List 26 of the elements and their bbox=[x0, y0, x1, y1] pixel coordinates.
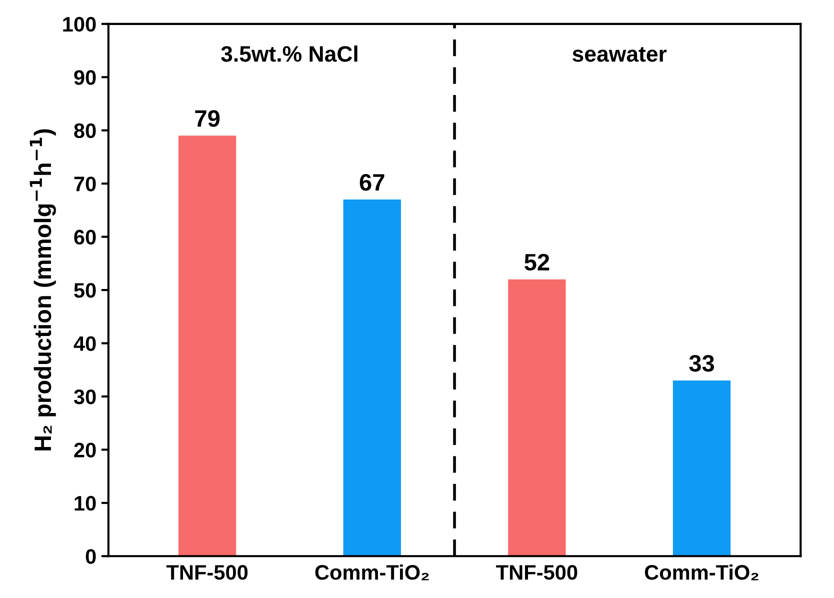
annotation: seawater bbox=[572, 47, 667, 62]
data-label: 79 bbox=[195, 110, 220, 127]
x-tick-label: TNF-500 bbox=[496, 565, 578, 580]
y-tick-label: 90 bbox=[74, 70, 96, 85]
y-tick-label: 40 bbox=[74, 336, 96, 352]
data-label: 52 bbox=[524, 254, 550, 271]
y-tick-label: 80 bbox=[74, 123, 96, 138]
x-tick-label: Comm-TiO₂ bbox=[644, 564, 758, 580]
y-tick-label: 30 bbox=[74, 389, 96, 404]
x-tick-label: TNF-500 bbox=[166, 565, 248, 580]
data-label: 33 bbox=[689, 354, 714, 372]
bar bbox=[343, 200, 401, 556]
x-tick-label: Comm-TiO₂ bbox=[315, 564, 429, 580]
y-axis-title: H₂ production (mmolg$^{−1}$h$^{−1}$) bbox=[30, 129, 56, 450]
y-tick-label: 10 bbox=[74, 496, 96, 511]
y-tick-label: 20 bbox=[74, 442, 96, 458]
y-tick-label: 0 bbox=[86, 549, 96, 564]
y-tick-label: 60 bbox=[74, 230, 96, 245]
bar bbox=[508, 279, 566, 556]
bar bbox=[672, 380, 731, 556]
y-tick-label: 50 bbox=[74, 283, 96, 298]
data-label: 67 bbox=[360, 174, 384, 191]
y-tick-label: 70 bbox=[74, 176, 96, 192]
y-tick-label: 100 bbox=[63, 16, 96, 32]
bar bbox=[178, 136, 236, 556]
annotation: 3.5wt.% NaCl bbox=[221, 45, 358, 62]
